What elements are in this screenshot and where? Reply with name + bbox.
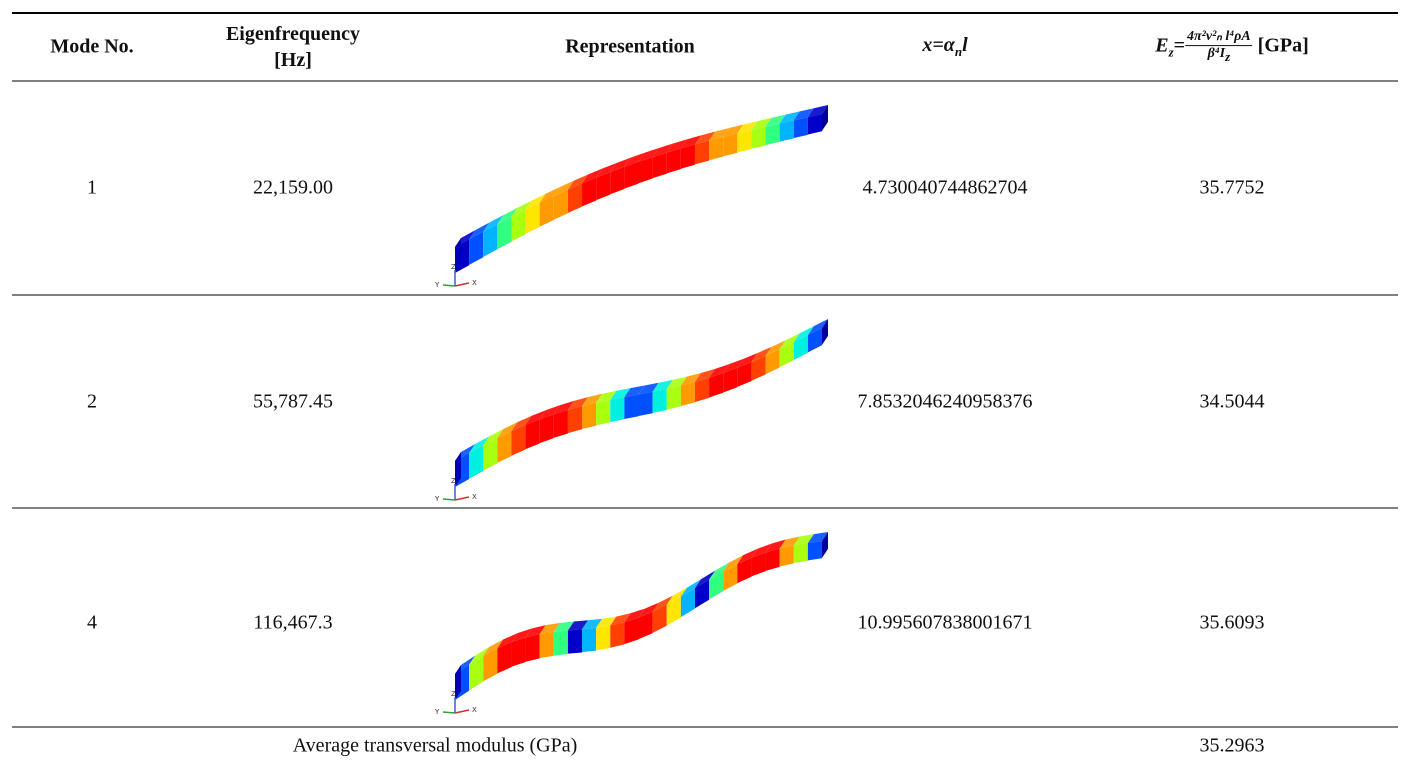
frequency-cell: 22,159.00 <box>253 177 333 200</box>
beam-side <box>610 622 624 647</box>
x-sub: n <box>955 44 962 59</box>
beam-side <box>737 130 751 152</box>
ez-lhs: E <box>1155 35 1168 57</box>
x-cell: 10.995607838001671 <box>858 611 1033 634</box>
table-graphics: Z X Y Z X Y Z X Y <box>0 0 1410 763</box>
ez-denominator: β⁴Iz <box>1185 46 1253 65</box>
triad-y <box>443 285 455 286</box>
triad-z-label: Z <box>451 690 456 698</box>
ez-fraction: 4π²ν²ₙ l⁴ρAβ⁴Iz <box>1185 29 1253 65</box>
ez-numerator: 4π²ν²ₙ l⁴ρA <box>1185 29 1253 46</box>
x-lhs: x=α <box>922 34 954 56</box>
beam-side <box>695 378 709 402</box>
beam-side <box>568 629 582 653</box>
triad-x-label: X <box>472 493 477 501</box>
beam-side <box>554 630 568 655</box>
beam-side <box>681 382 695 406</box>
mode-cell: 2 <box>87 390 97 413</box>
beam-side <box>624 618 638 644</box>
beam-side <box>582 628 596 652</box>
beam-side <box>794 117 808 138</box>
mode-cell: 4 <box>87 611 97 634</box>
ez-cell: 35.6093 <box>1200 611 1265 634</box>
beam-side <box>709 137 723 160</box>
beam-side <box>723 133 737 156</box>
beam-side <box>667 148 681 173</box>
beam-side <box>540 414 554 443</box>
beam-side <box>766 124 780 146</box>
beam-side <box>780 545 794 566</box>
x-tail: l <box>962 34 968 56</box>
beam-side <box>681 144 695 168</box>
triad-y-label: Y <box>434 708 440 716</box>
header-mode: Mode No. <box>50 36 133 59</box>
ez-cell: 35.7752 <box>1200 177 1265 200</box>
triad-y <box>443 712 455 713</box>
triad-x-label: X <box>472 279 477 287</box>
ez-cell: 34.5044 <box>1200 390 1265 413</box>
beam-side <box>653 153 667 179</box>
beam-side <box>554 410 568 438</box>
triad-x <box>455 710 469 713</box>
header-frequency: Eigenfrequency [Hz] <box>208 21 378 73</box>
triad-x <box>455 283 469 286</box>
footer-label: Average transversal modulus (GPa) <box>293 735 578 758</box>
beam-side <box>751 127 765 149</box>
beam-side <box>808 114 822 134</box>
beam-side <box>695 141 709 165</box>
x-cell: 4.730040744862704 <box>863 177 1028 200</box>
triad-y-label: Y <box>434 495 440 503</box>
triad-y-label: Y <box>434 281 440 289</box>
beam-side <box>526 634 540 662</box>
ez-eq: = <box>1174 35 1185 57</box>
x-cell: 7.8532046240958376 <box>858 390 1033 413</box>
beam-side <box>808 541 822 560</box>
beam-side <box>639 392 653 416</box>
footer-value: 35.2963 <box>1200 735 1265 758</box>
beam-side <box>667 386 681 410</box>
beam-side <box>582 403 596 429</box>
mode-cell: 1 <box>87 177 97 200</box>
frequency-cell: 55,787.45 <box>253 390 333 413</box>
beam-side <box>610 397 624 422</box>
beam-side <box>596 400 610 425</box>
frequency-cell: 116,467.3 <box>253 611 332 634</box>
triad-x-label: X <box>472 706 477 714</box>
triad-x <box>455 497 469 500</box>
beam-side <box>624 395 638 419</box>
beam-side <box>511 637 525 666</box>
triad-z-label: Z <box>451 263 456 271</box>
table-page: Z X Y Z X Y Z X Y Mode No. Eigenfrequency [Hz] R… <box>0 0 1410 763</box>
beam-side <box>780 120 794 141</box>
beam-side <box>794 543 808 563</box>
beam-side <box>653 389 667 413</box>
beam-side <box>540 632 554 658</box>
header-x: x=αnl <box>922 34 967 60</box>
triad-z-label: Z <box>451 477 456 485</box>
triad-y <box>443 499 455 500</box>
beam-side <box>596 626 610 651</box>
beam-side <box>568 406 582 433</box>
ez-den-sub: z <box>1225 49 1230 64</box>
header-representation: Representation <box>565 36 695 59</box>
ez-unit: [GPa] <box>1258 35 1309 57</box>
ez-den-main: β⁴I <box>1208 46 1226 61</box>
